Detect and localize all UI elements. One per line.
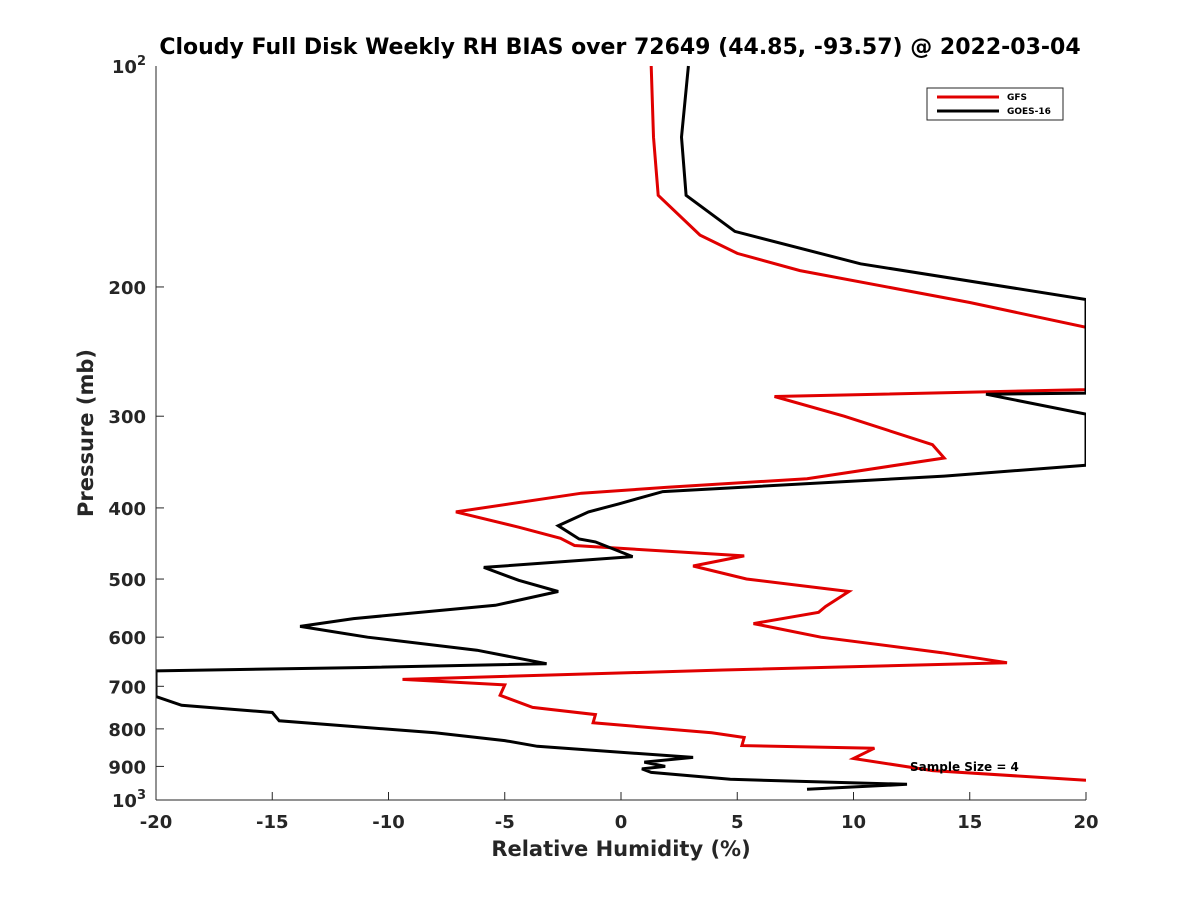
y-tick-label: 102 [112, 54, 146, 78]
y-tick-label: 600 [108, 628, 146, 649]
x-tick-label: -15 [256, 812, 289, 833]
x-tick-label: 0 [615, 812, 628, 833]
x-tick-label: 10 [841, 812, 866, 833]
y-axis-label: Pressure (mb) [74, 349, 98, 517]
legend-label: GOES-16 [1007, 107, 1051, 117]
y-tick-label: 900 [108, 757, 146, 778]
sample-size-annotation: Sample Size = 4 [910, 760, 1019, 774]
x-tick-label: -20 [140, 812, 173, 833]
x-ticks: -20 -15 -10 -5 0 5 10 15 20 [140, 792, 1099, 833]
x-tick-label: 20 [1073, 812, 1098, 833]
x-axis-label: Relative Humidity (%) [491, 837, 750, 861]
legend: GFS GOES-16 [926, 87, 1064, 121]
y-tick-label: 103 [112, 788, 146, 812]
x-tick-label: -10 [372, 812, 405, 833]
series-line-goes-16 [156, 65, 1086, 791]
chart-title: Cloudy Full Disk Weekly RH BIAS over 726… [159, 35, 1080, 60]
y-tick-label: 700 [108, 677, 146, 698]
series-layer [156, 65, 1086, 791]
y-tick-label: 500 [108, 570, 146, 591]
y-tick-label: 800 [108, 720, 146, 741]
legend-box [926, 87, 1064, 121]
y-tick-label: 300 [108, 407, 146, 428]
x-tick-label: -5 [495, 812, 515, 833]
series-line-gfs [402, 65, 1086, 782]
y-tick-label: 200 [108, 278, 146, 299]
x-tick-label: 5 [731, 812, 744, 833]
y-ticks: 200 300 400 500 600 700 800 900 102 103 [108, 54, 164, 812]
x-tick-label: 15 [957, 812, 982, 833]
y-tick-label: 400 [108, 499, 146, 520]
legend-label: GFS [1007, 93, 1027, 103]
